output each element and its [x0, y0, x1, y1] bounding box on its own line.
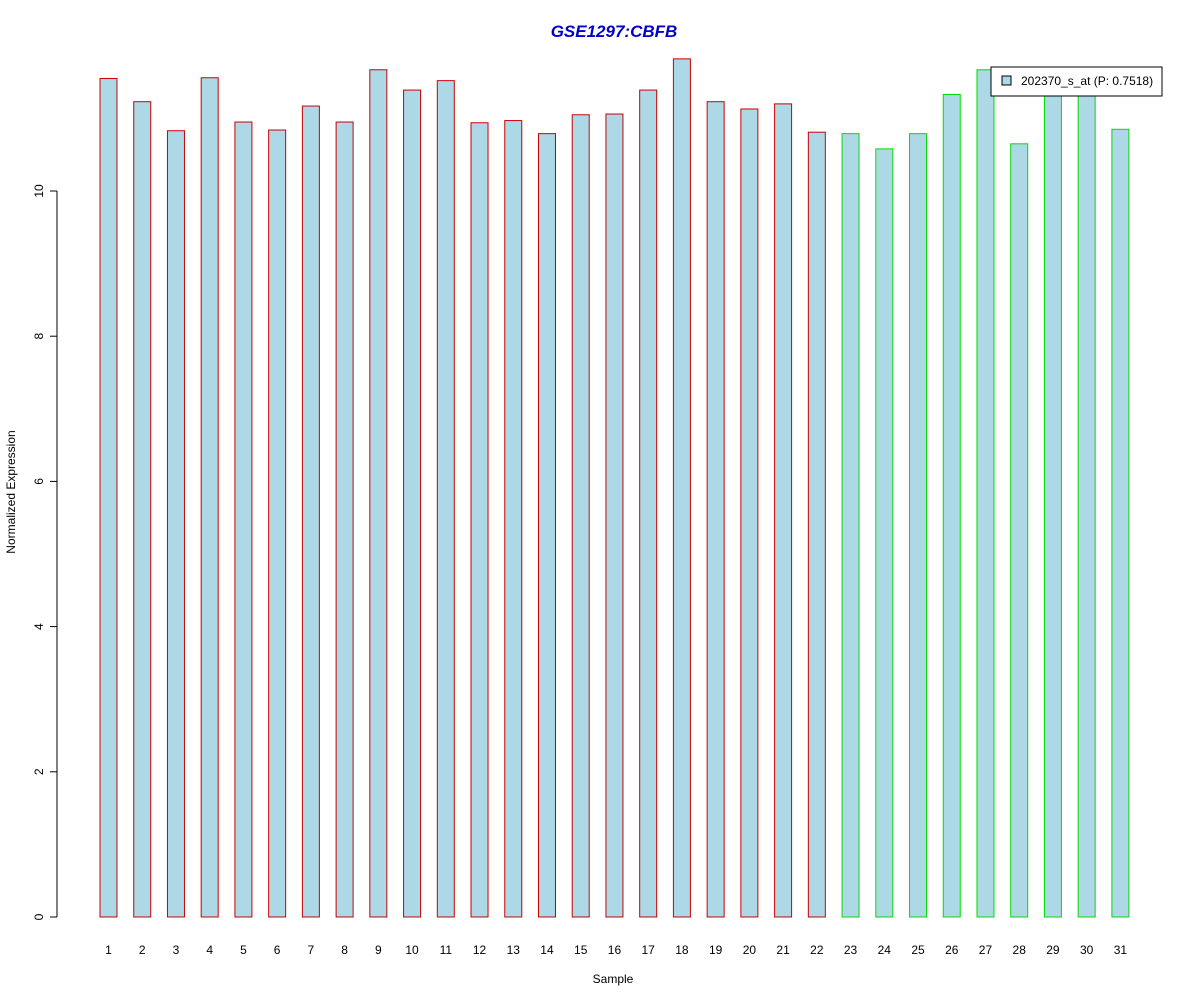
x-tick-label: 20 [743, 943, 757, 957]
x-tick-label: 31 [1114, 943, 1128, 957]
y-tick-label: 4 [32, 623, 46, 630]
bar-sample-1 [99, 77, 118, 918]
x-tick-label: 3 [173, 943, 180, 957]
x-tick-label: 27 [979, 943, 993, 957]
bar-sample-14 [537, 133, 556, 918]
x-tick-label: 6 [274, 943, 281, 957]
x-tick-label: 21 [776, 943, 790, 957]
legend-label: 202370_s_at (P: 0.7518) [1021, 74, 1153, 88]
bar-sample-7 [301, 105, 320, 918]
bar-sample-25 [909, 133, 928, 918]
bar-sample-20 [740, 108, 759, 918]
bar-sample-27 [976, 69, 995, 918]
bars [99, 58, 1130, 918]
bar-sample-21 [774, 103, 793, 918]
y-tick-label: 2 [32, 768, 46, 775]
bar-sample-22 [807, 131, 826, 918]
bar-sample-23 [841, 133, 860, 918]
bar-sample-4 [200, 77, 219, 918]
bar-sample-19 [706, 101, 725, 918]
x-tick-label: 1 [105, 943, 112, 957]
bar-sample-15 [571, 114, 590, 918]
bar-sample-5 [234, 121, 253, 918]
x-tick-label: 12 [473, 943, 487, 957]
bar-sample-10 [403, 89, 422, 918]
x-tick-label: 11 [440, 943, 453, 957]
y-axis-title: Normalized Expression [4, 430, 18, 553]
bar-sample-8 [335, 121, 354, 918]
y-ticks: 0 2 4 6 8 10 [32, 184, 57, 920]
y-tick-label: 0 [32, 913, 46, 920]
x-axis-title: Sample [593, 972, 634, 986]
bar-sample-3 [166, 130, 185, 918]
bar-sample-30 [1077, 93, 1096, 918]
y-tick-label: 8 [32, 333, 46, 340]
bar-sample-26 [942, 93, 961, 918]
x-tick-label: 29 [1046, 943, 1060, 957]
x-tick-label: 7 [308, 943, 315, 957]
bar-sample-9 [369, 69, 388, 918]
bar-sample-12 [470, 122, 489, 918]
x-tick-label: 26 [945, 943, 959, 957]
x-tick-label: 25 [911, 943, 925, 957]
x-tick-label: 28 [1013, 943, 1027, 957]
bar-sample-28 [1010, 143, 1029, 918]
bar-sample-13 [504, 120, 523, 918]
bar-sample-6 [268, 129, 287, 918]
x-tick-label: 14 [540, 943, 554, 957]
legend-box [990, 66, 1163, 97]
bar-sample-31 [1111, 128, 1130, 918]
bar-sample-16 [605, 113, 624, 918]
bar-sample-11 [436, 80, 455, 918]
y-tick-label: 10 [32, 184, 46, 198]
x-tick-label: 16 [608, 943, 622, 957]
x-tick-label: 19 [709, 943, 723, 957]
x-tick-label: 17 [642, 943, 656, 957]
x-tick-label: 15 [574, 943, 588, 957]
x-tick-label: 4 [206, 943, 213, 957]
x-tick-label: 8 [341, 943, 348, 957]
x-tick-label: 13 [507, 943, 521, 957]
x-tick-label: 22 [810, 943, 824, 957]
y-tick-label: 6 [32, 478, 46, 485]
x-tick-label: 5 [240, 943, 247, 957]
bar-sample-24 [875, 148, 894, 918]
x-tick-label: 24 [878, 943, 892, 957]
bar-sample-17 [639, 89, 658, 918]
chart-title: GSE1297:CBFB [551, 22, 678, 41]
bar-sample-2 [133, 101, 152, 918]
bar-sample-29 [1043, 88, 1062, 918]
x-tick-label: 2 [139, 943, 146, 957]
x-tick-label: 30 [1080, 943, 1094, 957]
bar-sample-18 [672, 58, 691, 918]
x-tick-label: 9 [375, 943, 382, 957]
x-tick-label: 18 [675, 943, 689, 957]
legend-swatch [1001, 75, 1012, 86]
x-tick-label: 23 [844, 943, 858, 957]
x-tick-labels: 1 2 3 4 5 6 7 8 9 10 11 12 13 14 15 16 17 18 19 20 21 22 23 24 2… [105, 943, 1127, 957]
legend: 202370_s_at (P: 0.7518) [990, 66, 1163, 97]
x-tick-label: 10 [405, 943, 419, 957]
